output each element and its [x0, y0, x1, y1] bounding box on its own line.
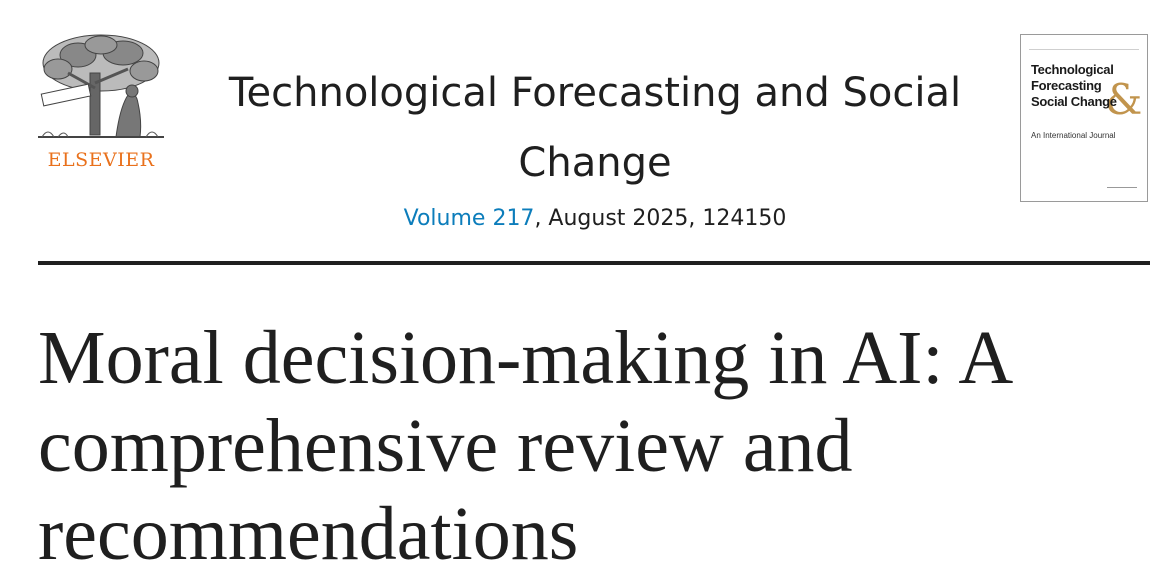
cover-title-line: Forecasting — [1031, 78, 1102, 93]
elsevier-wordmark: ELSEVIER — [47, 149, 155, 171]
issue-details: , August 2025, 124150 — [534, 206, 787, 231]
journal-cover-thumbnail[interactable]: & Technological Forecasting Social Chang… — [1020, 34, 1148, 202]
cover-subtitle: An International Journal — [1031, 131, 1116, 140]
cover-footer-line — [1107, 187, 1137, 188]
cover-title-line: Social Change — [1031, 94, 1117, 109]
cover-title-line: Technological — [1031, 62, 1114, 77]
journal-title[interactable]: Technological Forecasting and Social Cha… — [228, 70, 962, 186]
cover-header-bar — [1029, 41, 1139, 50]
header-divider — [38, 261, 1150, 265]
article-title: Moral decision-making in AI: A comprehen… — [38, 316, 1010, 575]
elsevier-logo[interactable]: ELSEVIER — [38, 33, 164, 175]
cover-ampersand: & — [1105, 75, 1143, 124]
journal-header: Technological Forecasting and Social Cha… — [180, 58, 1010, 231]
elsevier-tree-icon — [38, 34, 164, 138]
volume-link[interactable]: Volume 217 — [403, 206, 535, 231]
cover-title: Technological Forecasting Social Change — [1031, 62, 1117, 110]
issue-line: Volume 217, August 2025, 124150 — [180, 206, 1010, 231]
